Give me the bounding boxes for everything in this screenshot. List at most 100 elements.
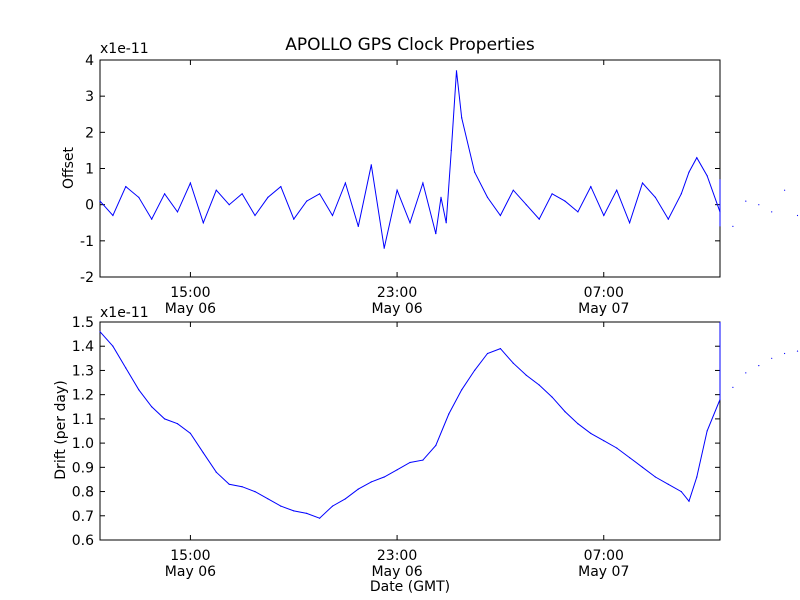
- drift-xtick-label: 23:00: [377, 548, 417, 564]
- offset-data-point: [112, 214, 114, 217]
- drift-data-point: [654, 476, 657, 478]
- offset-ytick-label: 0: [85, 198, 94, 214]
- offset-data-point: [383, 247, 385, 249]
- offset-data-point: [306, 200, 308, 202]
- drift-data-point: [293, 510, 295, 512]
- drift-data-point: [344, 498, 346, 500]
- offset-data-point: [455, 70, 458, 72]
- drift-xtick-label: May 06: [165, 564, 216, 580]
- drift-data-point: [228, 483, 230, 485]
- offset-data-point: [796, 214, 799, 217]
- drift-data-point: [112, 345, 114, 347]
- offset-ytick-label: -1: [80, 234, 94, 250]
- offset-data-point: [745, 200, 747, 202]
- drift-data-point: [680, 491, 682, 493]
- drift-data-point: [696, 476, 698, 478]
- drift-data-point: [370, 481, 372, 483]
- drift-data-point: [280, 505, 282, 507]
- offset-data-point: [435, 233, 437, 235]
- drift-data-point: [590, 432, 592, 434]
- drift-data-point: [138, 389, 140, 391]
- drift-data-point: [448, 413, 450, 415]
- offset-data-point: [164, 193, 166, 195]
- offset-data-point: [125, 186, 127, 188]
- offset-data-point: [440, 196, 442, 198]
- offset-data-point: [654, 196, 657, 198]
- offset-data-point: [525, 204, 527, 206]
- offset-data-point: [344, 182, 346, 184]
- drift-data-point: [306, 512, 308, 515]
- drift-ytick-label: 1.0: [72, 436, 94, 452]
- offset-data-point: [590, 186, 592, 188]
- offset-data-point: [680, 193, 682, 195]
- offset-data-point: [771, 211, 773, 213]
- offset-data-point: [784, 189, 786, 191]
- drift-xtick-label: 15:00: [170, 548, 210, 564]
- offset-data-point: [629, 222, 631, 224]
- offset-data-point: [280, 186, 282, 188]
- drift-data-point: [422, 459, 424, 461]
- drift-xtick-label: May 06: [371, 564, 422, 580]
- offset-xtick-label: 23:00: [377, 285, 417, 301]
- drift-data-point: [435, 444, 437, 447]
- offset-ytick-label: 4: [85, 53, 94, 69]
- drift-data-point: [461, 389, 463, 391]
- drift-data-point: [189, 432, 191, 434]
- offset-ytick-label: 3: [85, 89, 94, 105]
- drift-data-point: [383, 476, 385, 478]
- drift-panel: x1e-11 Drift (per day) Date (GMT) 0.6 0.7…: [53, 305, 799, 595]
- offset-data-point: [293, 218, 295, 220]
- drift-data-point: [577, 423, 579, 425]
- offset-ytick-label: -2: [80, 270, 94, 286]
- offset-data-point: [551, 193, 553, 195]
- drift-data-point: [512, 362, 514, 364]
- drift-xtick-label: 07:00: [584, 548, 624, 564]
- drift-data-point: [241, 486, 243, 488]
- offset-data-point: [331, 214, 334, 217]
- offset-data-point: [409, 222, 411, 224]
- offset-data-point: [486, 196, 489, 198]
- offset-data-point: [696, 157, 698, 159]
- drift-data-point: [706, 430, 708, 432]
- offset-data-point: [732, 225, 734, 227]
- offset-data-point: [189, 182, 191, 184]
- drift-ytick-label: 1.1: [72, 412, 94, 428]
- drift-data-point: [525, 374, 527, 376]
- drift-data-point: [499, 348, 501, 350]
- offset-data-point: [564, 200, 566, 202]
- offset-data-point: [202, 222, 204, 224]
- offset-data-point: [267, 196, 269, 198]
- drift-data-point: [474, 369, 476, 371]
- drift-x-axis-label: Date (GMT): [370, 579, 450, 595]
- offset-data-point: [370, 164, 372, 166]
- offset-data-point: [422, 182, 424, 184]
- offset-data-point: [667, 218, 669, 220]
- offset-data-point: [641, 182, 644, 184]
- offset-data-point: [719, 211, 721, 213]
- drift-ytick-label: 0.9: [72, 460, 94, 476]
- drift-data-point: [719, 398, 721, 401]
- offset-data-point: [616, 189, 618, 191]
- drift-data-point: [164, 418, 166, 420]
- drift-data-point: [409, 461, 411, 464]
- offset-data-point: [538, 218, 540, 220]
- drift-data-point: [667, 483, 669, 485]
- drift-data-point: [771, 357, 773, 359]
- offset-ytick-label: 1: [85, 162, 94, 178]
- drift-data-point: [99, 331, 101, 333]
- drift-data-point: [603, 440, 605, 442]
- drift-data-point: [486, 352, 489, 355]
- drift-data-point: [641, 466, 644, 468]
- offset-data-point: [228, 204, 230, 206]
- offset-data-point: [151, 218, 153, 220]
- chart-title: APOLLO GPS Clock Properties: [285, 35, 535, 55]
- offset-xtick-label: May 06: [371, 301, 422, 317]
- drift-data-point: [254, 491, 256, 493]
- drift-data-point: [215, 471, 217, 473]
- offset-y-multiplier: x1e-11: [100, 41, 149, 57]
- drift-y-multiplier: x1e-11: [100, 305, 149, 321]
- drift-data-point: [616, 447, 618, 449]
